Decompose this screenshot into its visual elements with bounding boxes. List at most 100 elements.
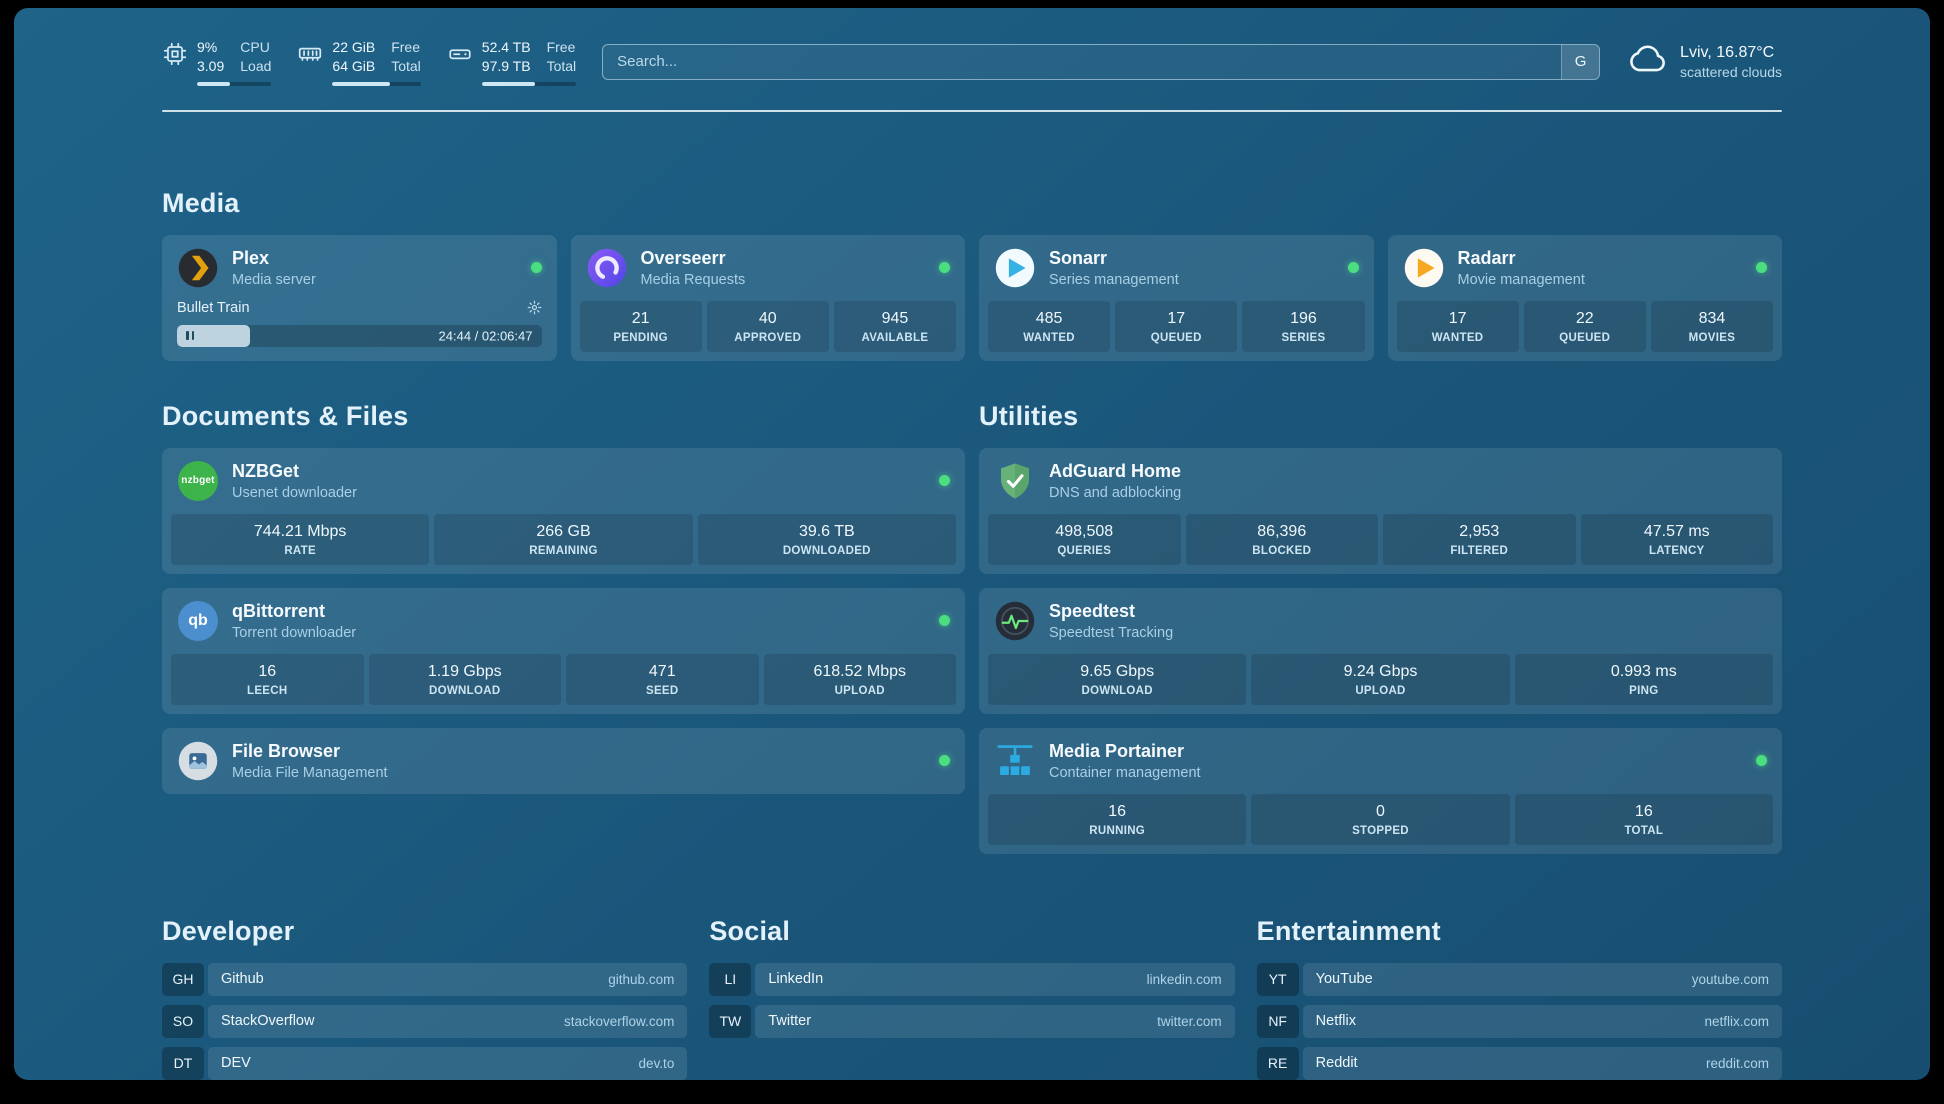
cpu-icon <box>162 41 188 67</box>
service-stats: 17 WANTED 22 QUEUED 834 MOVIES <box>1396 300 1774 352</box>
section-title-social: Social <box>709 915 791 946</box>
stat-value: 39.6 TB <box>798 522 855 540</box>
service-card-qbittorrent[interactable]: qb qBittorrent Torrent downloader 16 LEEC… <box>162 587 965 714</box>
disk-usage-bar <box>481 81 577 86</box>
section-media: Media Plex Media server <box>162 188 1782 361</box>
service-stat: 0.993 ms PING <box>1514 653 1773 705</box>
bookmark-abbr: TW <box>709 1004 752 1038</box>
service-stat: 17 WANTED <box>1396 300 1519 352</box>
overseerr-icon <box>586 247 628 289</box>
stat-value: 266 GB <box>536 522 591 540</box>
service-stat: 39.6 TB DOWNLOADED <box>697 513 956 565</box>
plex-icon <box>177 247 219 289</box>
bookmark-url: dev.to <box>638 1055 675 1071</box>
portainer-icon <box>994 740 1036 782</box>
search-bar[interactable]: G <box>602 43 1601 80</box>
bookmark-body: Netflix netflix.com <box>1302 1004 1782 1038</box>
stat-value: 0 <box>1376 802 1385 820</box>
bookmark-linkedin[interactable]: LI LinkedIn linkedin.com <box>709 962 1235 996</box>
bookmark-name: Netflix <box>1315 1013 1356 1030</box>
header-divider <box>162 109 1782 112</box>
service-card-media-portainer[interactable]: Media Portainer Container management 16 R… <box>979 727 1782 854</box>
search-provider-button[interactable]: G <box>1561 44 1600 79</box>
service-card-sonarr[interactable]: Sonarr Series management 485 WANTED 17 QUEU… <box>979 234 1374 361</box>
service-stats: 21 PENDING 40 APPROVED 945 AVAILABLE <box>579 300 957 352</box>
service-desc: Media server <box>232 271 316 288</box>
bookmark-body: DEV dev.to <box>208 1046 688 1080</box>
bookmark-twitter[interactable]: TW Twitter twitter.com <box>709 1004 1235 1038</box>
service-desc: Media File Management <box>232 764 388 781</box>
stat-label: UPLOAD <box>834 684 885 697</box>
service-stat: 17 QUEUED <box>1115 300 1238 352</box>
service-desc: Series management <box>1049 271 1179 288</box>
stat-value: 0.993 ms <box>1610 662 1677 680</box>
now-playing-title: Bullet Train <box>177 299 250 316</box>
service-stat: 834 MOVIES <box>1650 300 1774 352</box>
stat-label: WANTED <box>1023 331 1075 344</box>
stat-value: 2,953 <box>1459 522 1500 540</box>
service-desc: DNS and adblocking <box>1049 484 1182 501</box>
pause-icon[interactable] <box>186 331 194 341</box>
qbittorrent-icon: qb <box>177 600 219 642</box>
bookmark-abbr: NF <box>1256 1004 1299 1038</box>
service-card-filebrowser[interactable]: File Browser Media File Management <box>162 727 965 794</box>
resource-value: 64 GiB <box>332 58 376 75</box>
service-card-overseerr[interactable]: Overseerr Media Requests 21 PENDING 40 APPR… <box>570 234 965 361</box>
gear-icon[interactable] <box>527 300 542 315</box>
service-card-plex[interactable]: Plex Media server Bullet Train <box>162 234 557 361</box>
service-stat: 40 APPROVED <box>706 300 829 352</box>
playback-progress-fill <box>177 324 250 347</box>
service-desc: Torrent downloader <box>232 624 357 641</box>
stat-label: STOPPED <box>1352 824 1409 837</box>
status-online-dot <box>530 262 542 274</box>
stat-label: RUNNING <box>1089 824 1146 837</box>
bookmark-abbr: GH <box>162 962 204 996</box>
resource-value: 22 GiB <box>332 39 376 55</box>
weather-location: Lviv, 16.87°C <box>1680 43 1775 61</box>
bookmark-abbr: DT <box>162 1046 204 1080</box>
status-online-dot <box>1347 262 1359 274</box>
service-card-radarr[interactable]: Radarr Movie management 17 WANTED 22 QUEUED… <box>1387 234 1782 361</box>
bookmark-body: Twitter twitter.com <box>755 1004 1235 1038</box>
bookmarks-section: Developer GH Github github.com SO StackOverf… <box>162 916 1782 1080</box>
stat-label: PENDING <box>613 331 668 344</box>
section-title-developer: Developer <box>162 915 295 946</box>
playback-progress-bar[interactable]: 24:44 / 02:06:47 <box>177 324 542 347</box>
bookmark-stackoverflow[interactable]: SO StackOverflow stackoverflow.com <box>162 1004 688 1038</box>
weather-condition: scattered clouds <box>1680 63 1782 80</box>
bookmark-github[interactable]: GH Github github.com <box>162 962 688 996</box>
stat-value: 16 <box>258 662 277 680</box>
service-stats: 9.65 Gbps DOWNLOAD 9.24 Gbps UPLOAD 0.993 ms… <box>988 653 1773 705</box>
stat-value: 945 <box>881 309 909 327</box>
stat-label: TOTAL <box>1624 824 1664 837</box>
service-stat: 0 STOPPED <box>1251 793 1510 845</box>
service-name: File Browser <box>232 740 341 761</box>
bookmark-abbr: RE <box>1256 1046 1299 1080</box>
service-card-adguard-home[interactable]: AdGuard Home DNS and adblocking 498,508 Q… <box>979 447 1782 574</box>
stat-label: PING <box>1629 684 1659 697</box>
bookmark-abbr: SO <box>162 1004 204 1038</box>
service-card-nzbget[interactable]: nzbget NZBGet Usenet downloader 744.21 M… <box>162 447 965 574</box>
service-stats: 16 LEECH 1.19 Gbps DOWNLOAD 471 SEED 618.52 Mb… <box>171 653 956 705</box>
bookmark-reddit[interactable]: RE Reddit reddit.com <box>1256 1046 1782 1080</box>
stat-label: DOWNLOAD <box>1081 684 1153 697</box>
bookmark-youtube[interactable]: YT YouTube youtube.com <box>1256 962 1782 996</box>
service-stat: 945 AVAILABLE <box>833 300 957 352</box>
bookmark-name: Github <box>221 971 264 988</box>
section-title-documents: Documents & Files <box>162 400 409 431</box>
bookmark-url: youtube.com <box>1691 971 1769 987</box>
section-title-entertainment: Entertainment <box>1256 915 1441 946</box>
search-input[interactable] <box>603 44 1562 79</box>
resource-widget-cpu: 9% 3.09 CPU Load <box>162 38 272 86</box>
stat-label: WANTED <box>1431 331 1484 344</box>
bookmark-name: LinkedIn <box>768 971 824 988</box>
stat-label: LEECH <box>247 684 288 697</box>
bookmark-name: DEV <box>221 1055 251 1072</box>
service-card-speedtest[interactable]: Speedtest Speedtest Tracking 9.65 Gbps DO… <box>979 587 1782 714</box>
service-stat: 498,508 QUERIES <box>988 513 1181 565</box>
bookmark-netflix[interactable]: NF Netflix netflix.com <box>1256 1004 1782 1038</box>
status-online-dot <box>1756 262 1767 274</box>
service-stat: 16 LEECH <box>171 653 364 705</box>
bookmark-name: Twitter <box>768 1013 812 1030</box>
bookmark-dev[interactable]: DT DEV dev.to <box>162 1046 688 1080</box>
